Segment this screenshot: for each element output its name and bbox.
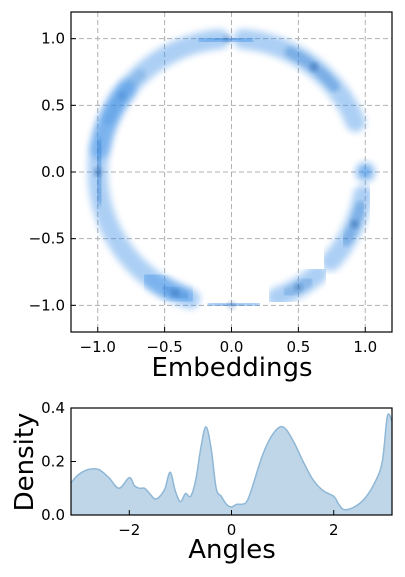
x-tick-label: −1.0 (80, 338, 116, 356)
y-tick-label: 1.0 (41, 30, 65, 48)
angles-density (71, 413, 392, 515)
cluster-center (170, 288, 179, 297)
y-tick-label: 0.0 (41, 163, 65, 181)
density-line (71, 413, 392, 511)
x-tick-label: 1.0 (353, 338, 377, 356)
y-tick-label: 0.0 (41, 506, 65, 524)
y-tick-label: −0.5 (29, 230, 65, 248)
density-cluster (87, 79, 201, 309)
cluster-center (309, 62, 318, 71)
angles-xlabel: Angles (188, 535, 276, 565)
embeddings-grid (71, 12, 392, 332)
cluster-center (294, 283, 303, 292)
x-tick-label: −2 (118, 521, 140, 539)
x-tick-label: −0.5 (146, 338, 182, 356)
x-tick-label: 0.0 (220, 338, 244, 356)
x-tick-label: 0 (227, 521, 237, 539)
density-cluster (233, 29, 366, 133)
embeddings-ticks: −1.0 −0.5 0.0 0.5 1.0 −1.0 −0.5 0.0 0.5 1.0 (29, 30, 378, 356)
angles-ticks: −2 0 2 0.0 0.2 0.4 (41, 399, 338, 539)
density-cluster (196, 28, 256, 52)
cluster-center (350, 220, 359, 229)
cluster-center (93, 168, 102, 176)
cluster-core (360, 167, 371, 177)
angles-ylabel: Density (10, 413, 40, 512)
embeddings-plot: −1.0 −0.5 0.0 0.5 1.0 −1.0 −0.5 0.0 0.5 1.0 Embed… (29, 11, 393, 383)
density-area (71, 413, 392, 515)
embeddings-density (87, 28, 376, 316)
density-cluster (320, 185, 374, 272)
density-cluster (355, 162, 376, 182)
angles-plot: −2 0 2 0.0 0.2 0.4 Angles Density (10, 399, 393, 565)
cluster-center (227, 301, 236, 310)
density-cluster (267, 264, 328, 308)
cluster-center (222, 34, 231, 43)
x-tick-label: 0.5 (286, 338, 310, 356)
density-cluster (141, 268, 196, 308)
y-tick-label: −1.0 (29, 296, 65, 314)
y-tick-label: 0.4 (41, 399, 65, 417)
embeddings-xlabel: Embeddings (151, 353, 312, 383)
x-tick-label: 2 (329, 521, 339, 539)
y-tick-label: 0.2 (41, 453, 65, 471)
density-cluster (205, 293, 263, 316)
cluster-band (87, 79, 201, 309)
y-tick-label: 0.5 (41, 96, 65, 114)
